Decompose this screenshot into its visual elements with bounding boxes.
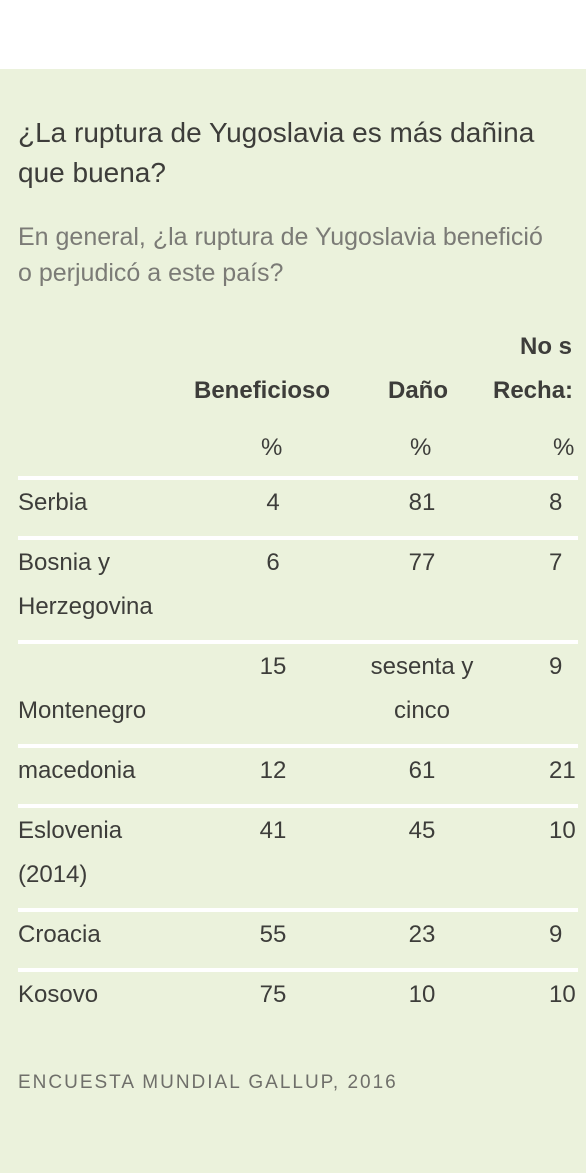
row-value-col-0: 6 — [266, 549, 280, 576]
row-value-col-1: 81 — [408, 489, 436, 516]
row-value-col-1: sesenta y cinco — [370, 653, 474, 724]
row-value-col-2: 9 — [549, 653, 563, 680]
source-note: ENCUESTA MUNDIAL GALLUP, 2016 — [18, 1072, 398, 1093]
column-header-no-sabe: No s — [520, 333, 573, 360]
column-header-rechaza: Recha: — [493, 377, 574, 404]
row-value-col-0: 41 — [259, 817, 287, 844]
unit-label-beneficioso: % — [261, 434, 283, 461]
row-value-col-0: 12 — [259, 757, 287, 784]
row-value-col-0: 4 — [266, 489, 280, 516]
row-country-label: macedonia — [18, 757, 136, 784]
row-value-col-2: 10 — [549, 817, 576, 844]
row-value-col-2: 10 — [549, 981, 576, 1008]
row-value-col-1: 23 — [408, 921, 436, 948]
row-value-col-0: 55 — [259, 921, 287, 948]
table-rule — [18, 908, 578, 912]
row-value-col-1: 61 — [408, 757, 436, 784]
chart-subtitle: En general, ¿la ruptura de Yugoslavia be… — [18, 223, 543, 287]
row-value-col-2: 8 — [549, 489, 563, 516]
unit-label-rechaza: % — [553, 434, 575, 461]
row-country-label: Kosovo — [18, 981, 99, 1008]
row-value-col-2: 21 — [549, 757, 576, 784]
row-value-col-2: 7 — [549, 549, 563, 576]
table-rule — [18, 476, 578, 480]
row-country-label: Eslovenia (2014) — [18, 817, 123, 888]
row-country-label: Bosnia y Herzegovina — [18, 549, 153, 620]
column-header-dano: Daño — [388, 377, 448, 404]
row-value-col-2: 9 — [549, 921, 563, 948]
row-value-col-1: 77 — [408, 549, 436, 576]
chart-title: ¿La ruptura de Yugoslavia es más dañina … — [18, 117, 535, 188]
row-value-col-1: 10 — [408, 981, 436, 1008]
row-country-label: Serbia — [18, 489, 88, 516]
table-rule — [18, 640, 578, 644]
column-header-beneficioso: Beneficioso — [194, 377, 331, 404]
chart-panel: ¿La ruptura de Yugoslavia es más dañina … — [0, 69, 586, 1173]
row-value-col-0: 75 — [259, 981, 287, 1008]
unit-label-dano: % — [410, 434, 432, 461]
row-value-col-0: 15 — [259, 653, 287, 680]
row-value-col-1: 45 — [408, 817, 436, 844]
row-country-label: Montenegro — [18, 697, 147, 724]
table-rule — [18, 744, 578, 748]
row-country-label: Croacia — [18, 921, 101, 948]
table-rule — [18, 968, 578, 972]
table-rule — [18, 536, 578, 540]
table-rule — [18, 804, 578, 808]
